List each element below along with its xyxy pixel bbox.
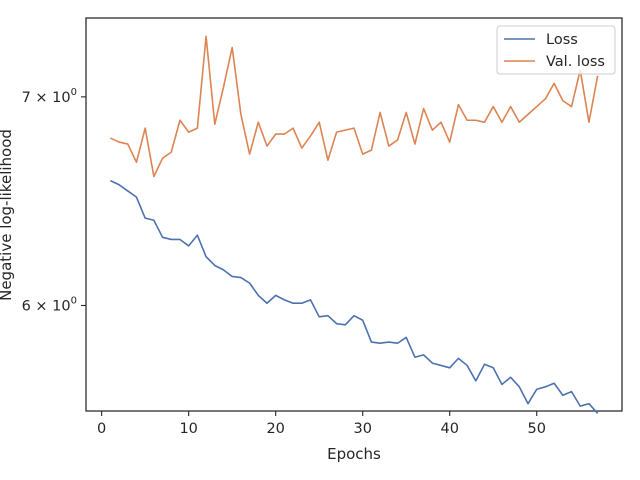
series-loss-line (110, 179, 599, 414)
x-tick-label: 30 (353, 421, 371, 437)
legend: Loss Val. loss (496, 25, 616, 75)
x-axis-label: Epochs (327, 445, 381, 463)
x-tick-label: 10 (179, 421, 197, 437)
x-axis: 0 10 20 30 40 50 (97, 411, 546, 437)
series-layer (110, 35, 599, 414)
x-tick-label: 50 (528, 421, 546, 437)
legend-label-loss: Loss (546, 32, 578, 48)
series-val-loss-line (110, 35, 599, 178)
y-tick-label: 7 × 100 (22, 87, 77, 106)
legend-label-val-loss: Val. loss (546, 54, 605, 70)
x-tick-label: 0 (97, 421, 106, 437)
y-axis-label: Negative log-likelihood (0, 129, 15, 301)
y-tick-label: 6 × 100 (22, 295, 77, 314)
plot-area (85, 17, 623, 412)
x-tick-label: 20 (266, 421, 284, 437)
legend-box (496, 25, 616, 75)
y-axis: 6 × 100 7 × 100 (22, 87, 86, 314)
x-tick-label: 40 (440, 421, 458, 437)
